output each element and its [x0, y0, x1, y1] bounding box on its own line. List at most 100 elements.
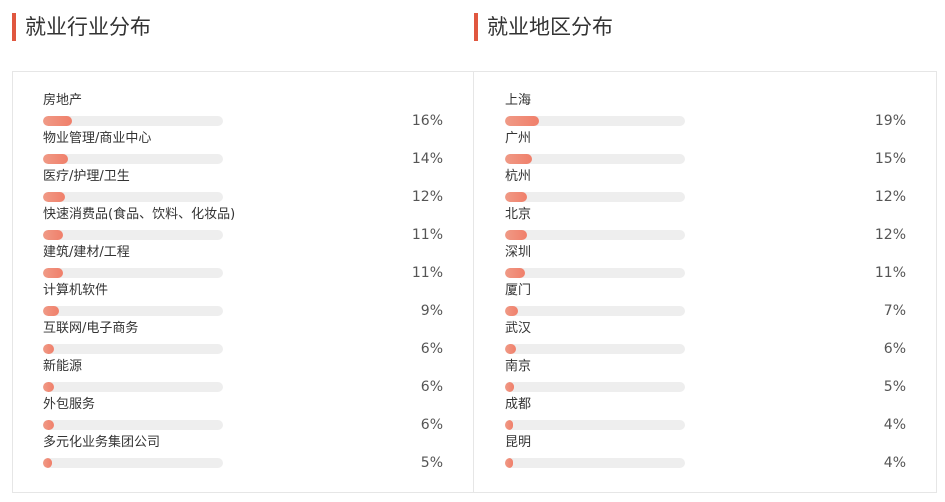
region-percent: 11%: [874, 265, 906, 281]
industry-bar-track: [43, 116, 223, 126]
industry-percent: 6%: [420, 379, 443, 395]
region-percent: 5%: [883, 379, 906, 395]
industry-label: 互联网/电子商务: [43, 321, 139, 336]
industry-row: 建筑/建材/工程 11%: [43, 244, 443, 282]
region-percent: 12%: [874, 189, 906, 205]
region-bar-fill: [505, 230, 527, 240]
region-bar-fill: [505, 268, 525, 278]
industry-bar-fill: [43, 458, 52, 468]
region-percent: 15%: [874, 151, 906, 167]
industry-bar-track: [43, 420, 223, 430]
region-bar-fill: [505, 154, 532, 164]
industry-percent: 6%: [420, 341, 443, 357]
industry-label: 医疗/护理/卫生: [43, 169, 130, 184]
region-bar-fill: [505, 192, 527, 202]
industry-bar-fill: [43, 116, 72, 126]
industry-row: 房地产 16%: [43, 92, 443, 130]
region-bar-track: [505, 306, 685, 316]
region-bar-fill: [505, 306, 518, 316]
industry-bar-track: [43, 230, 223, 240]
region-bar-fill: [505, 458, 513, 468]
industry-bar-fill: [43, 268, 63, 278]
region-label: 武汉: [505, 321, 532, 336]
region-distribution-panel: 上海 19% 广州 15% 杭州 12% 北京 12% 深圳 11% 厦门 7%: [474, 71, 937, 493]
industry-bar-track: [43, 344, 223, 354]
region-label: 广州: [505, 131, 532, 146]
region-bar-fill: [505, 420, 513, 430]
region-label: 成都: [505, 397, 532, 412]
industry-bar-track: [43, 306, 223, 316]
region-list: 上海 19% 广州 15% 杭州 12% 北京 12% 深圳 11% 厦门 7%: [505, 92, 906, 472]
region-row: 深圳 11%: [505, 244, 906, 282]
industry-percent: 11%: [411, 265, 443, 281]
region-label: 厦门: [505, 283, 532, 298]
industry-row: 计算机软件 9%: [43, 282, 443, 320]
industry-bar-fill: [43, 306, 59, 316]
industry-bar-fill: [43, 192, 65, 202]
industry-bar-track: [43, 458, 223, 468]
region-label: 深圳: [505, 245, 532, 260]
industry-label: 外包服务: [43, 397, 96, 412]
industry-row: 新能源 6%: [43, 358, 443, 396]
region-percent: 12%: [874, 227, 906, 243]
industry-row: 物业管理/商业中心 14%: [43, 130, 443, 168]
region-row: 南京 5%: [505, 358, 906, 396]
industry-list: 房地产 16% 物业管理/商业中心 14% 医疗/护理/卫生 12% 快速消费品…: [43, 92, 443, 472]
industry-label: 物业管理/商业中心: [43, 131, 152, 146]
industry-label: 快速消费品(食品、饮料、化妆品): [43, 207, 236, 222]
region-bar-fill: [505, 116, 539, 126]
region-percent: 7%: [883, 303, 906, 319]
region-percent: 4%: [883, 417, 906, 433]
region-row: 武汉 6%: [505, 320, 906, 358]
region-row: 昆明 4%: [505, 434, 906, 472]
region-bar-track: [505, 154, 685, 164]
region-bar-fill: [505, 382, 514, 392]
region-label: 北京: [505, 207, 532, 222]
region-row: 厦门 7%: [505, 282, 906, 320]
industry-bar-fill: [43, 344, 54, 354]
industry-row: 多元化业务集团公司 5%: [43, 434, 443, 472]
region-label: 南京: [505, 359, 532, 374]
industry-label: 计算机软件: [43, 283, 109, 298]
industry-bar-fill: [43, 154, 68, 164]
industry-bar-fill: [43, 230, 63, 240]
region-label: 上海: [505, 93, 532, 108]
region-bar-fill: [505, 344, 516, 354]
region-section-title: 就业地区分布: [474, 12, 613, 42]
region-percent: 19%: [874, 113, 906, 129]
industry-bar-track: [43, 192, 223, 202]
industry-label: 新能源: [43, 359, 83, 374]
industry-row: 互联网/电子商务 6%: [43, 320, 443, 358]
industry-bar-fill: [43, 420, 54, 430]
industry-percent: 16%: [411, 113, 443, 129]
region-bar-track: [505, 458, 685, 468]
industry-label: 建筑/建材/工程: [43, 245, 130, 260]
region-row: 成都 4%: [505, 396, 906, 434]
industry-percent: 5%: [420, 455, 443, 471]
region-bar-track: [505, 116, 685, 126]
region-bar-track: [505, 420, 685, 430]
region-row: 上海 19%: [505, 92, 906, 130]
industry-bar-track: [43, 382, 223, 392]
region-percent: 4%: [883, 455, 906, 471]
region-bar-track: [505, 382, 685, 392]
industry-bar-track: [43, 154, 223, 164]
region-bar-track: [505, 230, 685, 240]
region-label: 昆明: [505, 435, 532, 450]
industry-row: 快速消费品(食品、饮料、化妆品) 11%: [43, 206, 443, 244]
region-row: 杭州 12%: [505, 168, 906, 206]
industry-percent: 14%: [411, 151, 443, 167]
region-label: 杭州: [505, 169, 532, 184]
industry-percent: 11%: [411, 227, 443, 243]
industry-percent: 9%: [420, 303, 443, 319]
industry-section-title: 就业行业分布: [12, 12, 151, 42]
region-row: 广州 15%: [505, 130, 906, 168]
industry-bar-track: [43, 268, 223, 278]
industry-label: 房地产: [43, 93, 83, 108]
region-bar-track: [505, 192, 685, 202]
industry-percent: 6%: [420, 417, 443, 433]
industry-distribution-panel: 房地产 16% 物业管理/商业中心 14% 医疗/护理/卫生 12% 快速消费品…: [12, 71, 474, 493]
industry-row: 医疗/护理/卫生 12%: [43, 168, 443, 206]
region-bar-track: [505, 268, 685, 278]
region-percent: 6%: [883, 341, 906, 357]
